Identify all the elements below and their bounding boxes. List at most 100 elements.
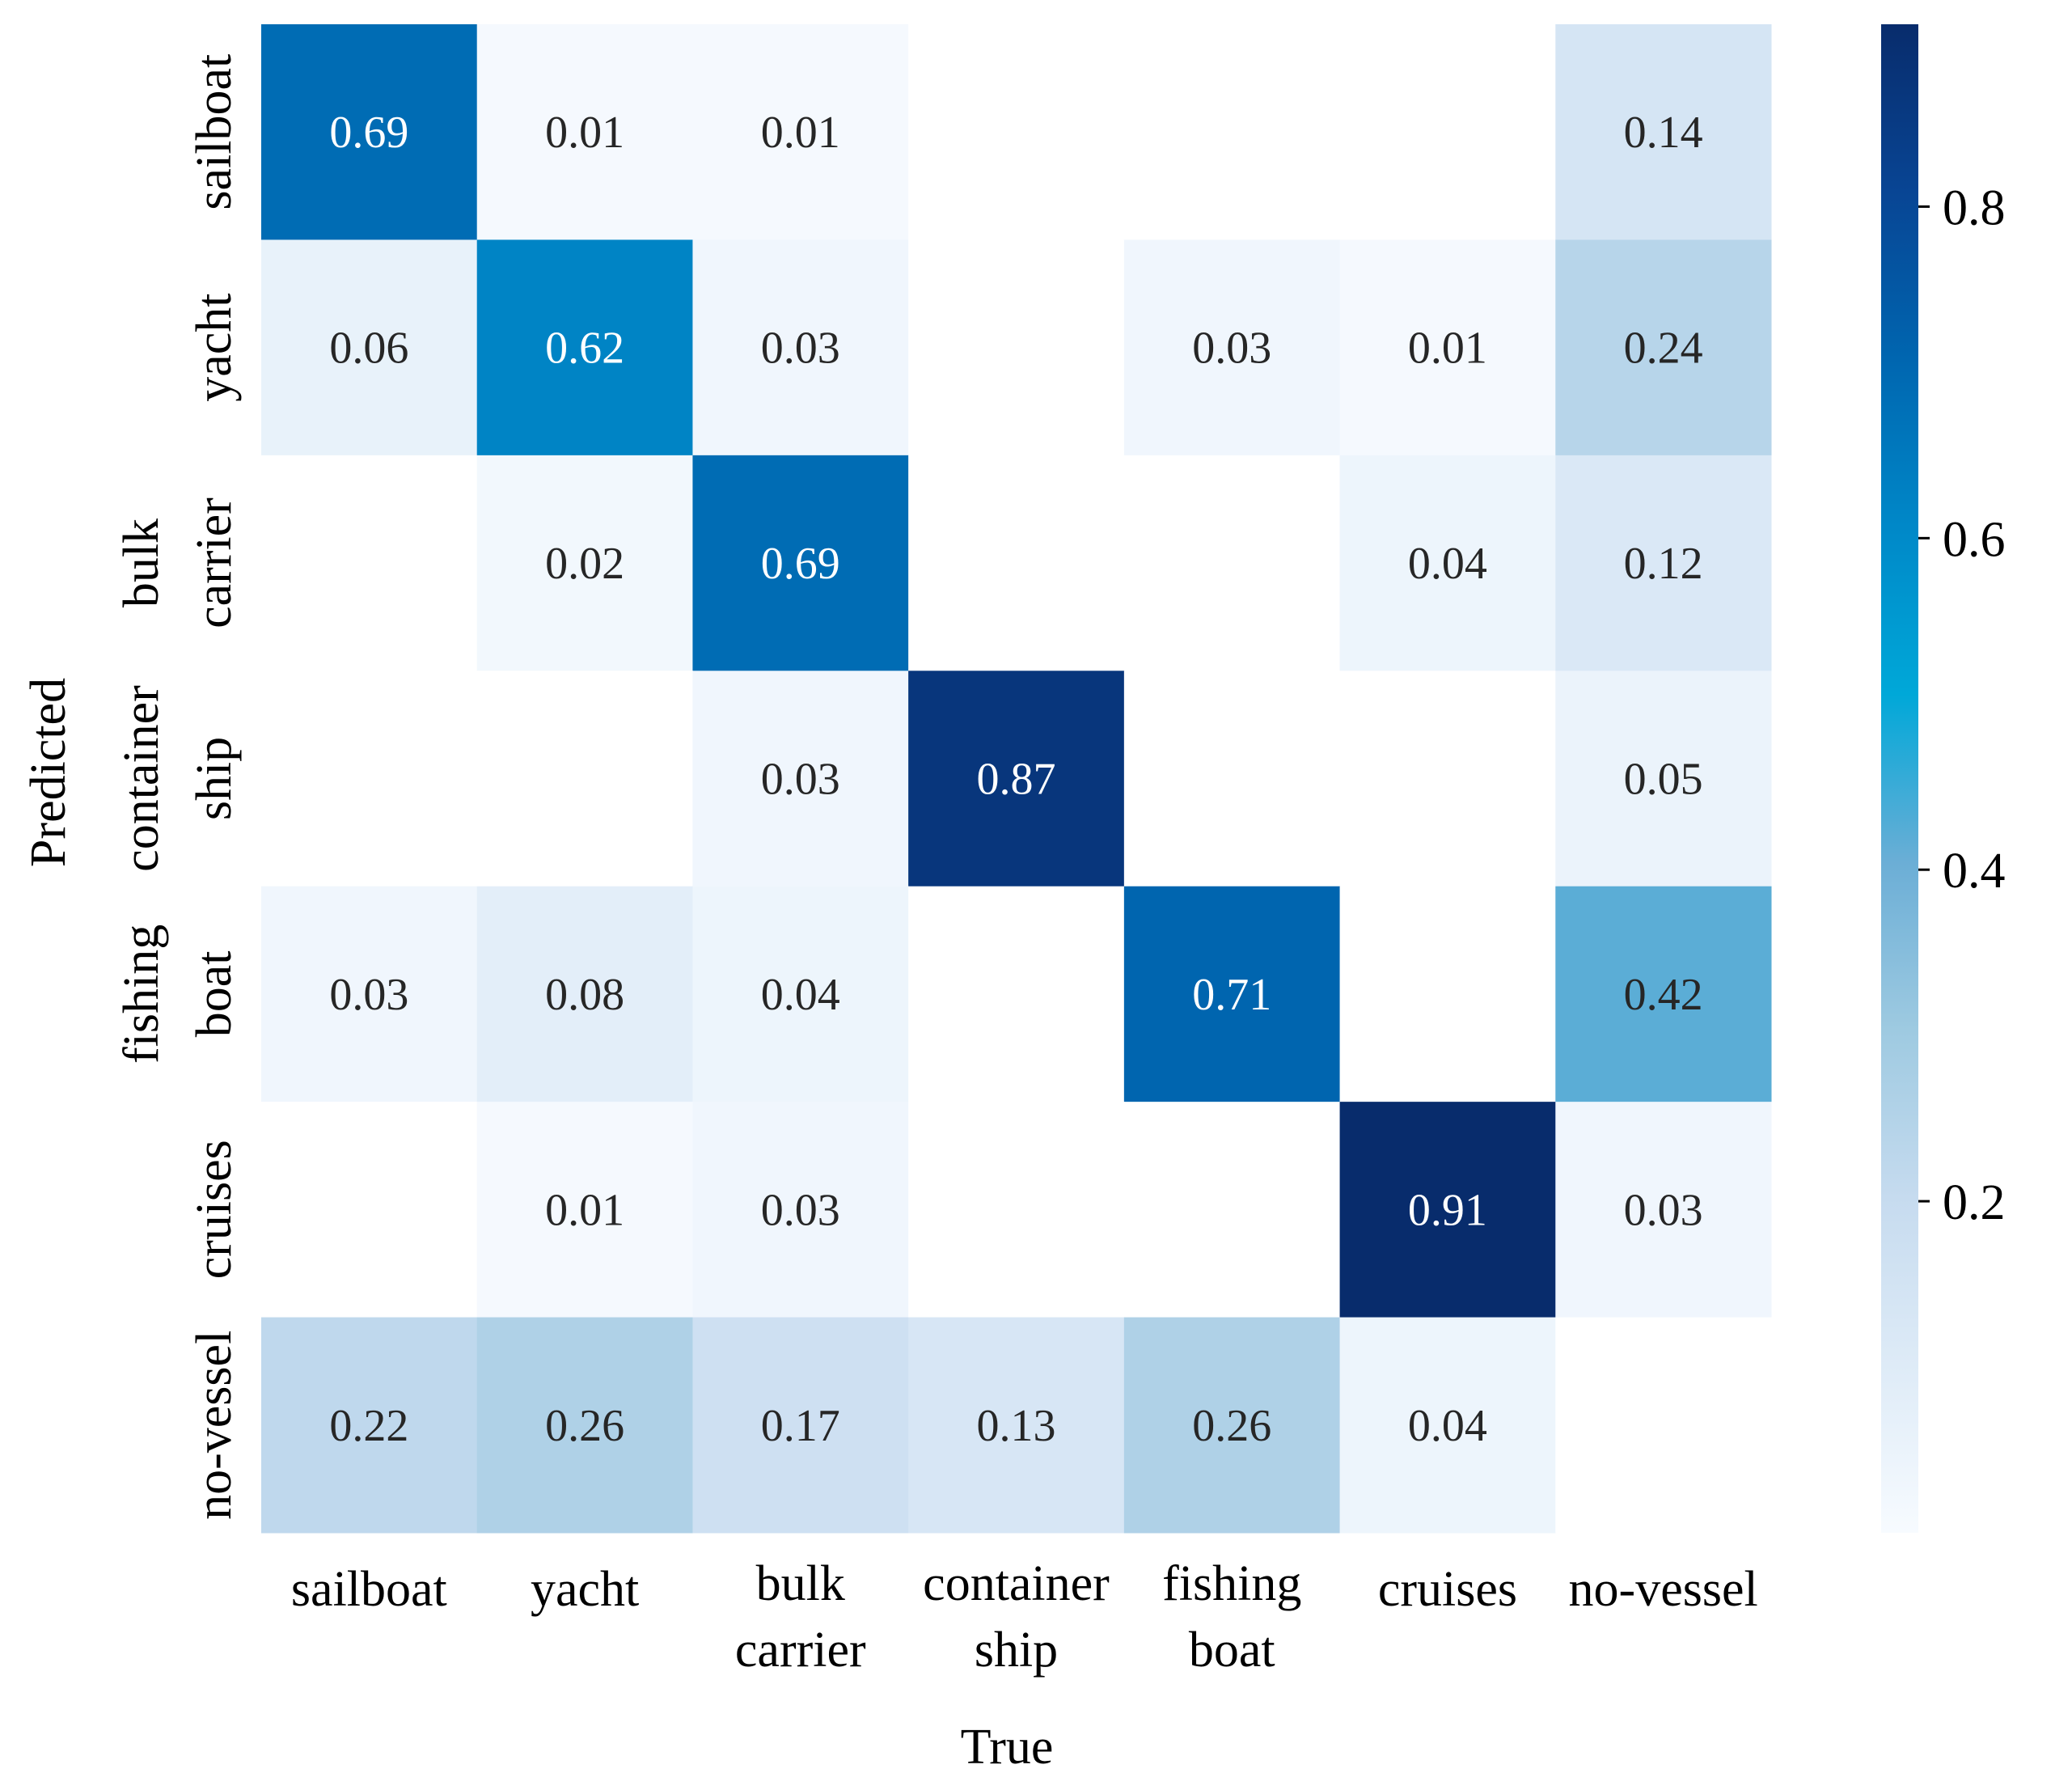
cell-value-label-r6-c4: 0.26 <box>1192 1401 1271 1451</box>
heatmap-cell-r3-c0 <box>261 671 478 887</box>
heatmap-cell-r2-c1 <box>476 455 693 671</box>
x-tick-label-line: yacht <box>531 1562 639 1617</box>
cell-value-label-r1-c0: 0.06 <box>329 324 408 374</box>
cell-value-label-r1-c5: 0.01 <box>1408 324 1487 374</box>
heatmap-cell-r1-c6 <box>1555 239 1772 456</box>
y-tick-label-line: sailboat <box>187 54 242 210</box>
cell-value-label-r5-c2: 0.03 <box>761 1185 840 1235</box>
heatmap-cell-r4-c2 <box>692 886 909 1102</box>
heatmap-cell-r6-c4 <box>1123 1317 1341 1534</box>
cell-value-label-r0-c1: 0.01 <box>545 108 624 158</box>
x-tick-label-line: fishing <box>1162 1556 1301 1611</box>
cell-value-label-r2-c5: 0.04 <box>1408 539 1487 589</box>
heatmap-cell-r1-c5 <box>1339 239 1556 456</box>
cell-value-label-r5-c1: 0.01 <box>545 1185 624 1235</box>
cell-value-label-r6-c1: 0.26 <box>545 1401 624 1451</box>
heatmap-cell-r5-c6 <box>1555 1102 1772 1318</box>
heatmap-cell-r4-c3 <box>908 886 1125 1102</box>
heatmap-cell-r0-c3 <box>908 24 1125 240</box>
cell-value-label-r4-c1: 0.08 <box>545 970 624 1020</box>
heatmap-cell-r0-c5 <box>1339 24 1556 240</box>
heatmap-cell-r5-c4 <box>1123 1102 1341 1318</box>
heatmap-cell-r4-c0 <box>261 886 478 1102</box>
y-tick-label-line: container <box>114 685 169 872</box>
heatmap-cell-labels: 0.69 0.01 0.01 0.14 0.06 0.62 0.03 0.03 0.01 0.24… <box>329 108 1702 1451</box>
x-tick-label-line: carrier <box>735 1623 866 1678</box>
cell-value-label-r2-c1: 0.02 <box>545 539 624 589</box>
heatmap-cells <box>261 24 1772 1534</box>
y-tick-label-line: ship <box>187 737 242 820</box>
heatmap-cell-r5-c2 <box>692 1102 909 1318</box>
heatmap-cell-r4-c4 <box>1123 886 1341 1102</box>
heatmap-cell-r6-c1 <box>476 1317 693 1534</box>
colorbar-tick-label: 0.4 <box>1943 844 2006 899</box>
x-tick-label-line: ship <box>975 1623 1058 1678</box>
y-tick-label-line: carrier <box>187 497 242 628</box>
heatmap-cell-r5-c5 <box>1339 1102 1556 1318</box>
heatmap-cell-r1-c3 <box>908 239 1125 456</box>
y-tick-label-3: container ship <box>114 685 242 872</box>
cell-value-label-r6-c3: 0.13 <box>977 1401 1056 1451</box>
cell-value-label-r0-c2: 0.01 <box>761 108 840 158</box>
x-tick-label-line: sailboat <box>291 1562 447 1617</box>
heatmap-cell-r1-c4 <box>1123 239 1341 456</box>
heatmap-cell-r6-c5 <box>1339 1317 1556 1534</box>
heatmap-cell-r6-c3 <box>908 1317 1125 1534</box>
y-tick-label-line: fishing <box>114 925 169 1064</box>
heatmap-cell-r1-c1 <box>476 239 693 456</box>
cell-value-label-r5-c6: 0.03 <box>1624 1185 1703 1235</box>
heatmap-cell-r4-c5 <box>1339 886 1556 1102</box>
y-tick-label-1: yacht <box>187 294 242 402</box>
colorbar: 0.2 0.4 0.6 0.8 <box>1881 24 2006 1533</box>
cell-value-label-r4-c2: 0.04 <box>761 970 840 1020</box>
y-tick-label-line: boat <box>187 951 242 1038</box>
cell-value-label-r6-c5: 0.04 <box>1408 1401 1487 1451</box>
x-tick-label-line: container <box>923 1556 1110 1611</box>
x-tick-label-line: no-vessel <box>1569 1562 1758 1617</box>
y-tick-label-0: sailboat <box>187 54 242 210</box>
x-tick-label-line: boat <box>1189 1623 1275 1678</box>
x-tick-label-1: yacht <box>531 1562 639 1617</box>
cell-value-label-r2-c6: 0.12 <box>1624 539 1703 589</box>
y-tick-label-2: bulk carrier <box>114 497 242 628</box>
cell-value-label-r1-c4: 0.03 <box>1192 324 1271 374</box>
heatmap-cell-r4-c6 <box>1555 886 1772 1102</box>
heatmap-cell-r3-c6 <box>1555 671 1772 887</box>
cell-value-label-r0-c6: 0.14 <box>1624 108 1703 158</box>
heatmap-cell-r5-c3 <box>908 1102 1125 1318</box>
y-tick-label-line: no-vessel <box>187 1331 242 1520</box>
cell-value-label-r4-c4: 0.71 <box>1192 970 1271 1020</box>
y-tick-label-4: fishing boat <box>114 925 242 1064</box>
cell-value-label-r3-c6: 0.05 <box>1624 755 1703 805</box>
x-tick-label-5: cruises <box>1378 1562 1517 1617</box>
heatmap-cell-r0-c0 <box>261 24 478 240</box>
heatmap-cell-r2-c0 <box>261 455 478 671</box>
cell-value-label-r6-c2: 0.17 <box>761 1401 840 1451</box>
heatmap-cell-r6-c0 <box>261 1317 478 1534</box>
x-tick-label-line: bulk <box>756 1556 845 1611</box>
colorbar-gradient-bar <box>1881 24 1918 1533</box>
cell-value-label-r4-c0: 0.03 <box>329 970 408 1020</box>
heatmap-cell-r1-c0 <box>261 239 478 456</box>
heatmap-cell-r3-c5 <box>1339 671 1556 887</box>
cell-value-label-r2-c2: 0.69 <box>761 539 840 589</box>
x-axis-tick-labels: sailboat yacht bulk carrier container ship fis… <box>291 1556 1758 1678</box>
heatmap-cell-r0-c6 <box>1555 24 1772 240</box>
cell-value-label-r0-c0: 0.69 <box>329 108 408 158</box>
colorbar-tick-label: 0.2 <box>1943 1175 2006 1230</box>
x-tick-label-0: sailboat <box>291 1562 447 1617</box>
x-tick-label-line: cruises <box>1378 1562 1517 1617</box>
y-tick-label-6: no-vessel <box>187 1331 242 1520</box>
heatmap-cell-r6-c2 <box>692 1317 909 1534</box>
y-axis-tick-labels: sailboat yacht bulk carrier container ship fis… <box>114 54 242 1520</box>
cell-value-label-r1-c6: 0.24 <box>1624 324 1703 374</box>
cell-value-label-r4-c6: 0.42 <box>1624 970 1703 1020</box>
heatmap-cell-r0-c4 <box>1123 24 1341 240</box>
cell-value-label-r3-c2: 0.03 <box>761 755 840 805</box>
y-tick-label-line: yacht <box>187 294 242 402</box>
heatmap-cell-r6-c6 <box>1555 1317 1772 1534</box>
cell-value-label-r5-c5: 0.91 <box>1408 1185 1487 1235</box>
y-tick-label-5: cruises <box>187 1140 242 1279</box>
